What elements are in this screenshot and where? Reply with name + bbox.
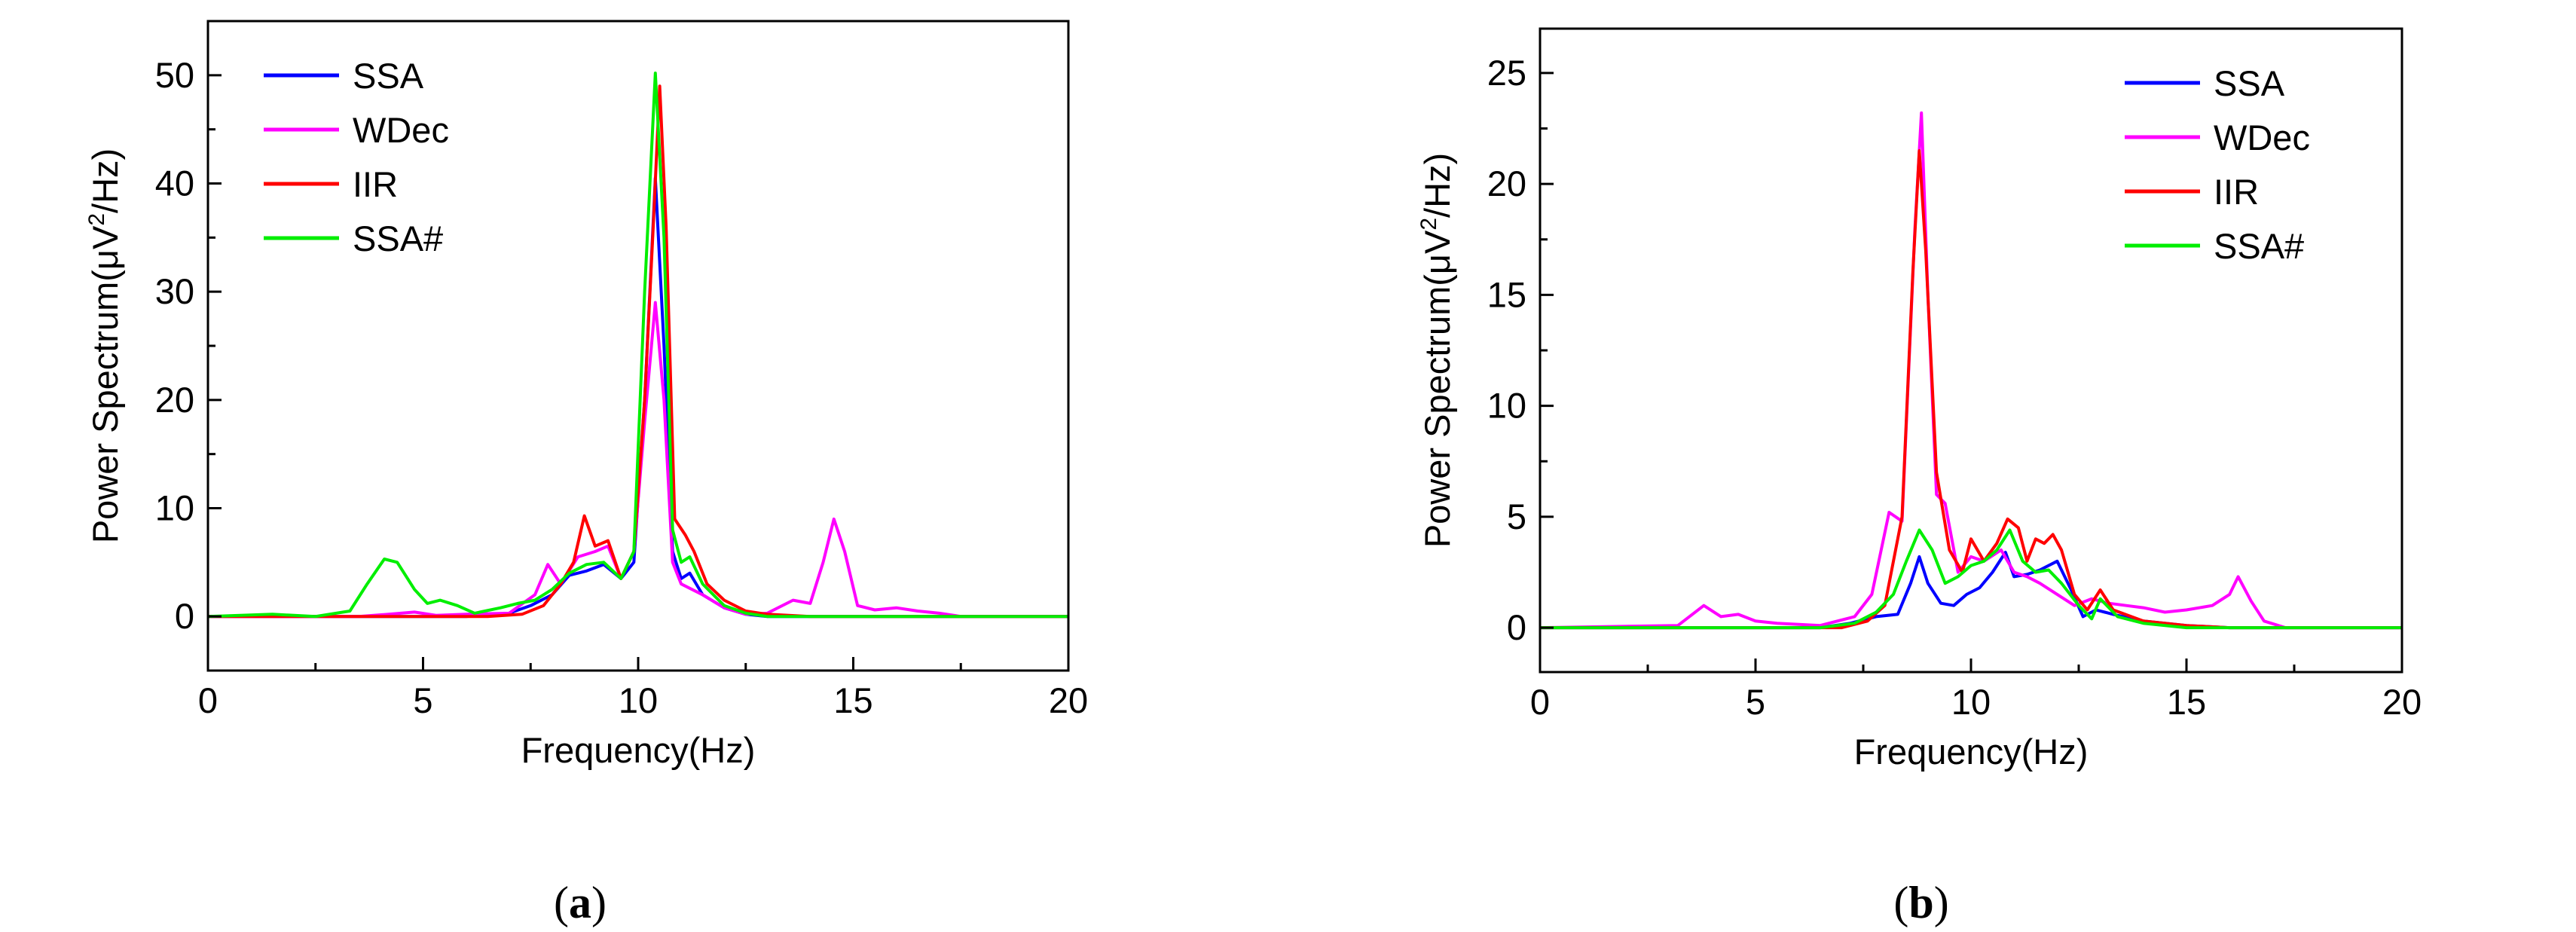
y-tick-label: 30 [155,271,194,311]
x-tick-label: 15 [2167,682,2206,722]
x-tick-label: 15 [833,680,872,720]
x-tick-label: 20 [1049,680,1088,720]
x-tick-label: 10 [1951,682,1991,722]
y-tick-label: 10 [1487,386,1526,426]
y-tick-label: 5 [1507,497,1526,536]
series-line-wdec [208,301,1068,619]
legend-label: IIR [353,164,398,204]
x-tick-label: 10 [619,680,658,720]
x-tick-label: 5 [1746,682,1765,722]
legend-label: IIR [2214,172,2259,212]
series-line-iir [1540,149,2402,630]
series-line-ssa [1540,551,2402,630]
y-tick-label: 25 [1487,53,1526,93]
y-tick-label: 20 [155,380,194,420]
x-tick-label: 20 [2382,682,2422,722]
legend-label: SSA# [353,218,443,258]
legend-label: WDec [353,110,449,150]
y-axis-title: Power Spectrum(μV2/Hz) [84,148,125,543]
x-axis-title: Frequency(Hz) [521,730,756,770]
y-tick-label: 15 [1487,274,1526,314]
x-tick-label: 0 [198,680,218,720]
legend-label: SSA [2214,63,2285,103]
y-axis-title: Power Spectrum(μV2/Hz) [1416,153,1457,548]
x-tick-label: 5 [413,680,432,720]
series-line-ssa-hash [207,72,1068,619]
series-line-ssa [208,176,1068,619]
caption-letter-b: b [1908,878,1933,927]
chart-panel-a: 0 5 10 15 20 0 10 20 30 40 50 Frequency(Hz) Power Sp… [84,20,1088,770]
caption-b: (b) [1893,878,1948,927]
caption-letter-a: a [569,878,591,927]
plot-frame [206,20,1070,672]
chart-panel-b: 0 5 10 15 20 0 5 10 15 20 25 Frequency(Hz) Power Spe… [1416,27,2422,772]
legend-label: SSA [353,56,424,96]
caption-a: (a) [554,878,607,927]
y-tick-label: 40 [155,163,194,203]
legend-label: WDec [2214,118,2310,157]
series-line-wdec [1539,111,2402,630]
y-tick-label: 0 [1507,607,1526,647]
y-tick-label: 50 [155,55,194,95]
y-tick-label: 0 [175,596,194,636]
series-line-iir [208,84,1068,619]
legend-label: SSA# [2214,226,2304,266]
x-tick-label: 0 [1530,682,1550,722]
series-line-ssa-hash [1540,528,2402,630]
y-tick-label: 20 [1487,163,1526,203]
y-tick-label: 10 [155,488,194,528]
x-axis-title: Frequency(Hz) [1854,732,2089,772]
